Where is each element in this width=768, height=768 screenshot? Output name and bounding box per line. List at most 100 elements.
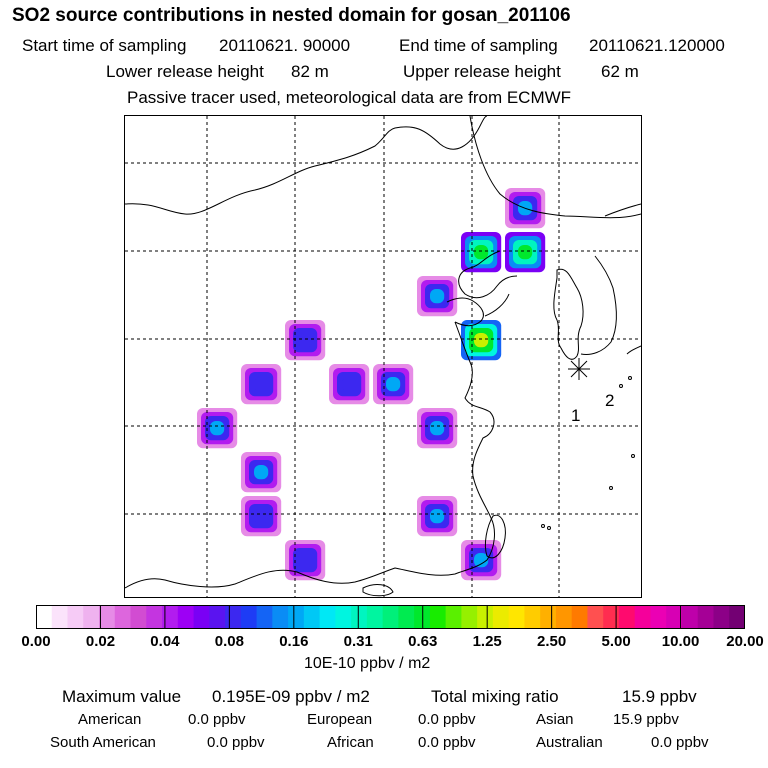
- max-value-label: Maximum value: [62, 687, 182, 706]
- concentration-cell: [342, 377, 357, 392]
- colorbar-tick-label: 2.50: [537, 633, 567, 650]
- colorbar-swatch: [209, 605, 226, 629]
- colorbar-swatch: [36, 605, 53, 629]
- chart-title: SO2 source contributions in nested domai…: [12, 5, 571, 26]
- colorbar-swatch: [351, 605, 368, 629]
- colorbar-swatch: [697, 605, 715, 629]
- concentration-cell: [518, 245, 533, 260]
- concentration-cell: [386, 377, 401, 392]
- colorbar-swatch: [603, 605, 620, 629]
- region-european-value: 0.0 ppbv: [418, 711, 476, 728]
- concentration-cell: [474, 333, 489, 348]
- colorbar-swatch: [461, 605, 478, 629]
- concentration-cell: [474, 245, 489, 260]
- concentration-cell: [298, 553, 313, 568]
- upper-release-label: Upper release height: [403, 62, 561, 81]
- colorbar-swatch: [51, 605, 69, 629]
- concentration-cell: [430, 289, 445, 304]
- colorbar-swatch: [114, 605, 132, 629]
- colorbar-swatch: [193, 605, 210, 629]
- concentration-cell: [254, 465, 269, 480]
- colorbar-swatch: [681, 605, 699, 629]
- colorbar-swatch: [99, 605, 116, 629]
- colorbar-swatch: [429, 605, 447, 629]
- region-american-value: 0.0 ppbv: [188, 711, 246, 728]
- concentration-cell: [210, 421, 225, 436]
- start-time-label: Start time of sampling: [22, 36, 187, 55]
- max-value: 0.195E-09 ppbv / m2: [212, 687, 370, 706]
- colorbar-swatch: [256, 605, 273, 629]
- colorbar-swatch: [130, 605, 147, 629]
- colorbar-swatch: [540, 605, 557, 629]
- colorbar-tick-label: 0.00: [21, 633, 51, 650]
- colorbar-border: [36, 605, 745, 629]
- colorbar-swatch: [634, 605, 652, 629]
- region-african-value: 0.0 ppbv: [418, 734, 476, 751]
- concentration-cell: [298, 333, 313, 348]
- upper-release-value: 62 m: [601, 62, 639, 81]
- colorbar-tick-label: 10.00: [661, 633, 700, 650]
- colorbar-swatch: [366, 605, 384, 629]
- region-african-label: African: [327, 734, 374, 751]
- region-asian-label: Asian: [536, 711, 574, 728]
- colorbar-swatch: [382, 605, 399, 629]
- map-panel: 1 2: [124, 115, 642, 598]
- receptor-label-1: 1: [571, 406, 580, 425]
- receptor-marker: [568, 358, 590, 380]
- colorbar-swatch: [666, 605, 683, 629]
- colorbar-tick-label: 1.25: [472, 633, 502, 650]
- colorbar-swatch: [225, 605, 242, 629]
- colorbar: [36, 605, 745, 629]
- concentration-cell: [254, 377, 269, 392]
- end-time-value: 20110621.120000: [589, 36, 725, 55]
- colorbar-swatch: [618, 605, 636, 629]
- colorbar-swatch: [445, 605, 462, 629]
- region-asian-value: 15.9 ppbv: [613, 711, 679, 728]
- lower-release-label: Lower release height: [106, 62, 264, 81]
- colorbar-swatch: [162, 605, 179, 629]
- start-time-value: 20110621. 90000: [219, 36, 351, 55]
- colorbar-swatch: [555, 605, 573, 629]
- region-south-american-value: 0.0 ppbv: [207, 734, 265, 751]
- colorbar-swatch: [272, 605, 289, 629]
- colorbar-swatch: [650, 605, 667, 629]
- colorbar-swatch: [398, 605, 415, 629]
- colorbar-swatch: [303, 605, 321, 629]
- colorbar-tick-label: 0.16: [279, 633, 309, 650]
- colorbar-swatch: [587, 605, 604, 629]
- colorbar-swatch: [524, 605, 541, 629]
- receptor-label-2: 2: [605, 391, 614, 410]
- total-mixing-value: 15.9 ppbv: [622, 687, 697, 706]
- colorbar-swatch: [335, 605, 352, 629]
- colorbar-swatch: [508, 605, 526, 629]
- region-south-american-label: South American: [50, 734, 156, 751]
- colorbar-swatch: [492, 605, 510, 629]
- region-australian-label: Australian: [536, 734, 603, 751]
- colorbar-swatch: [477, 605, 494, 629]
- concentration-layer: [197, 188, 546, 581]
- concentration-cell: [254, 509, 269, 524]
- map-plot: 1 2: [125, 116, 641, 597]
- colorbar-swatch: [67, 605, 84, 629]
- tracer-note: Passive tracer used, meteorological data…: [127, 88, 572, 107]
- colorbar-swatch: [288, 605, 305, 629]
- coastlines: [125, 116, 641, 597]
- colorbar-tick-label: 0.02: [85, 633, 116, 650]
- region-australian-value: 0.0 ppbv: [651, 734, 709, 751]
- lat-lon-grid: [125, 116, 641, 597]
- concentration-cell: [430, 421, 445, 436]
- colorbar-units: 10E-10 ppbv / m2: [304, 655, 431, 672]
- colorbar-swatch: [571, 605, 589, 629]
- colorbar-tick-label: 0.63: [408, 633, 438, 650]
- region-european-label: European: [307, 711, 373, 728]
- colorbar-swatch: [240, 605, 258, 629]
- concentration-cell: [430, 509, 445, 524]
- colorbar-tick-label: 20.00: [726, 633, 764, 650]
- concentration-cell: [474, 553, 489, 568]
- colorbar-tick-label: 0.08: [214, 633, 244, 650]
- colorbar-swatch: [146, 605, 163, 629]
- total-mixing-label: Total mixing ratio: [431, 687, 559, 706]
- end-time-label: End time of sampling: [399, 36, 558, 55]
- region-american-label: American: [78, 711, 142, 728]
- colorbar-swatch: [713, 605, 730, 629]
